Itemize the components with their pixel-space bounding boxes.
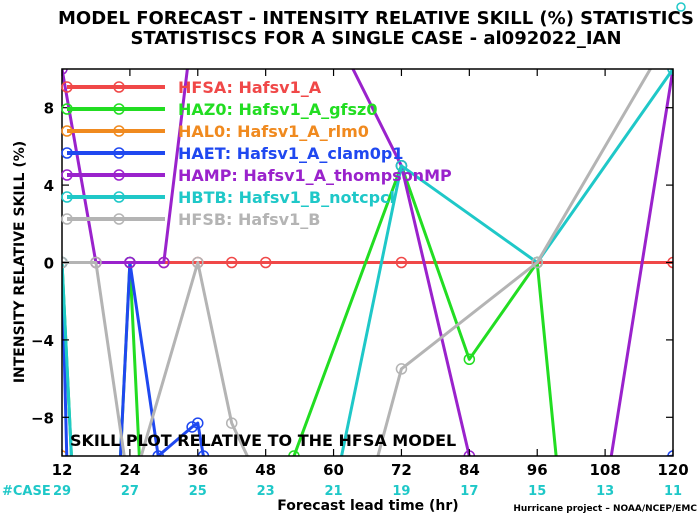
series-point-hamp: [158, 256, 170, 269]
x-tick-label: 36: [187, 461, 208, 479]
x-tick-label: 84: [459, 461, 480, 479]
series-point-hfsb: [531, 256, 543, 269]
legend-marker-haet: [61, 147, 73, 159]
series-line-haet: [62, 261, 673, 456]
series-layer: [62, 69, 673, 456]
legend-marker-hal0: [113, 125, 125, 137]
case-count: 23: [257, 484, 275, 499]
legend-marker-hamp: [61, 169, 73, 181]
case-count: 25: [189, 484, 207, 499]
case-count: 27: [121, 484, 139, 499]
y-tick-label: −8: [31, 409, 54, 427]
series-point-hfsa: [225, 256, 238, 269]
series-line-hamp: [62, 69, 673, 456]
x-tick-label: 24: [119, 461, 140, 479]
legend-marker-hfsa: [61, 81, 73, 93]
legend-label-haz0: HAZ0: Hafsv1_A_gfsz0: [178, 100, 377, 119]
series-point-hfsb: [192, 256, 204, 269]
case-count: 19: [392, 484, 410, 499]
y-axis-label: INTENSITY RELATIVE SKILL (%): [12, 141, 28, 383]
x-tick-label: 120: [657, 461, 688, 479]
legend-label-hfsb: HFSB: Hafsv1_B: [178, 210, 320, 229]
skill-annotation: SKILL PLOT RELATIVE TO THE HFSA MODEL: [70, 431, 456, 450]
series-point-haet: [186, 421, 198, 433]
series-point-hfsa: [259, 256, 272, 269]
case-count: 17: [460, 484, 478, 499]
legend-marker-haet: [113, 147, 125, 159]
legend-label-hal0: HAL0: Hafsv1_A_rlm0: [178, 122, 369, 141]
series-point-hfsb: [395, 363, 408, 375]
x-tick-label: 96: [527, 461, 548, 479]
x-tick-label: 12: [52, 461, 73, 479]
series-point-hbtb: [395, 160, 408, 172]
series-point-haz0: [288, 450, 300, 456]
legend-marker-hfsb: [61, 213, 73, 225]
series-line-hfsb: [62, 69, 653, 456]
series-point-hamp: [124, 256, 136, 269]
y-tick-label: 0: [44, 255, 54, 273]
series-point-hfsb: [225, 417, 238, 429]
legend-marker-haz0: [61, 103, 73, 115]
x-tick-label: 72: [391, 461, 412, 479]
case-count: 29: [53, 484, 71, 499]
case-count: 21: [325, 484, 343, 499]
y-tick-label: −4: [31, 332, 54, 350]
legend-marker-hbtb: [113, 191, 125, 203]
case-counts: 29 27 25 23 21 19 17 15 13 11: [53, 484, 682, 499]
y-tick-label: 4: [44, 177, 54, 195]
legend-marker-hal0: [61, 125, 73, 137]
legend: HFSA: Hafsv1_A HAZ0: Hafsv1_A_gfsz0 HAL0: …: [61, 78, 452, 229]
y-tick-label: 8: [44, 100, 54, 118]
case-row-label: #CASE: [2, 484, 51, 499]
case-count: 11: [664, 484, 682, 499]
case-count: 13: [596, 484, 614, 499]
series-point-hfsa: [395, 256, 408, 269]
series-line-haz0: [62, 164, 558, 456]
legend-label-haet: HAET: Hafsv1_A_clam0p1: [178, 144, 403, 163]
chart-title: MODEL FORECAST - INTENSITY RELATIVE SKIL…: [58, 8, 694, 29]
series-point-haet: [192, 417, 204, 429]
x-tick-label: 48: [255, 461, 276, 479]
x-tick-label: 108: [589, 461, 620, 479]
series-point-haet: [197, 450, 210, 456]
case-count: 15: [528, 484, 546, 499]
legend-marker-hfsa: [113, 81, 125, 93]
chart-subtitle: STATISTISCS FOR A SINGLE CASE - al092022…: [130, 28, 621, 49]
series-point-hfsb: [90, 256, 102, 269]
x-axis-label: Forecast lead time (hr): [277, 498, 458, 514]
legend-marker-hfsb: [113, 213, 125, 225]
legend-label-hamp: HAMP: Hafsv1_A_thompsonMP: [178, 166, 452, 185]
legend-label-hbtb: HBTB: Hafsv1_B_notcpcl: [178, 188, 395, 207]
legend-marker-hamp: [113, 169, 125, 181]
legend-marker-hbtb: [61, 191, 73, 203]
series-point-haet: [152, 450, 164, 456]
legend-label-hfsa: HFSA: Hafsv1_A: [178, 78, 322, 97]
corner-marker: [676, 2, 686, 12]
credit-text: Hurricane project – NOAA/NCEP/EMC: [513, 504, 697, 514]
series-point-haz0: [463, 353, 476, 365]
legend-marker-haz0: [113, 103, 125, 115]
series-line-hbtb: [62, 69, 673, 456]
x-tick-label: 60: [323, 461, 344, 479]
